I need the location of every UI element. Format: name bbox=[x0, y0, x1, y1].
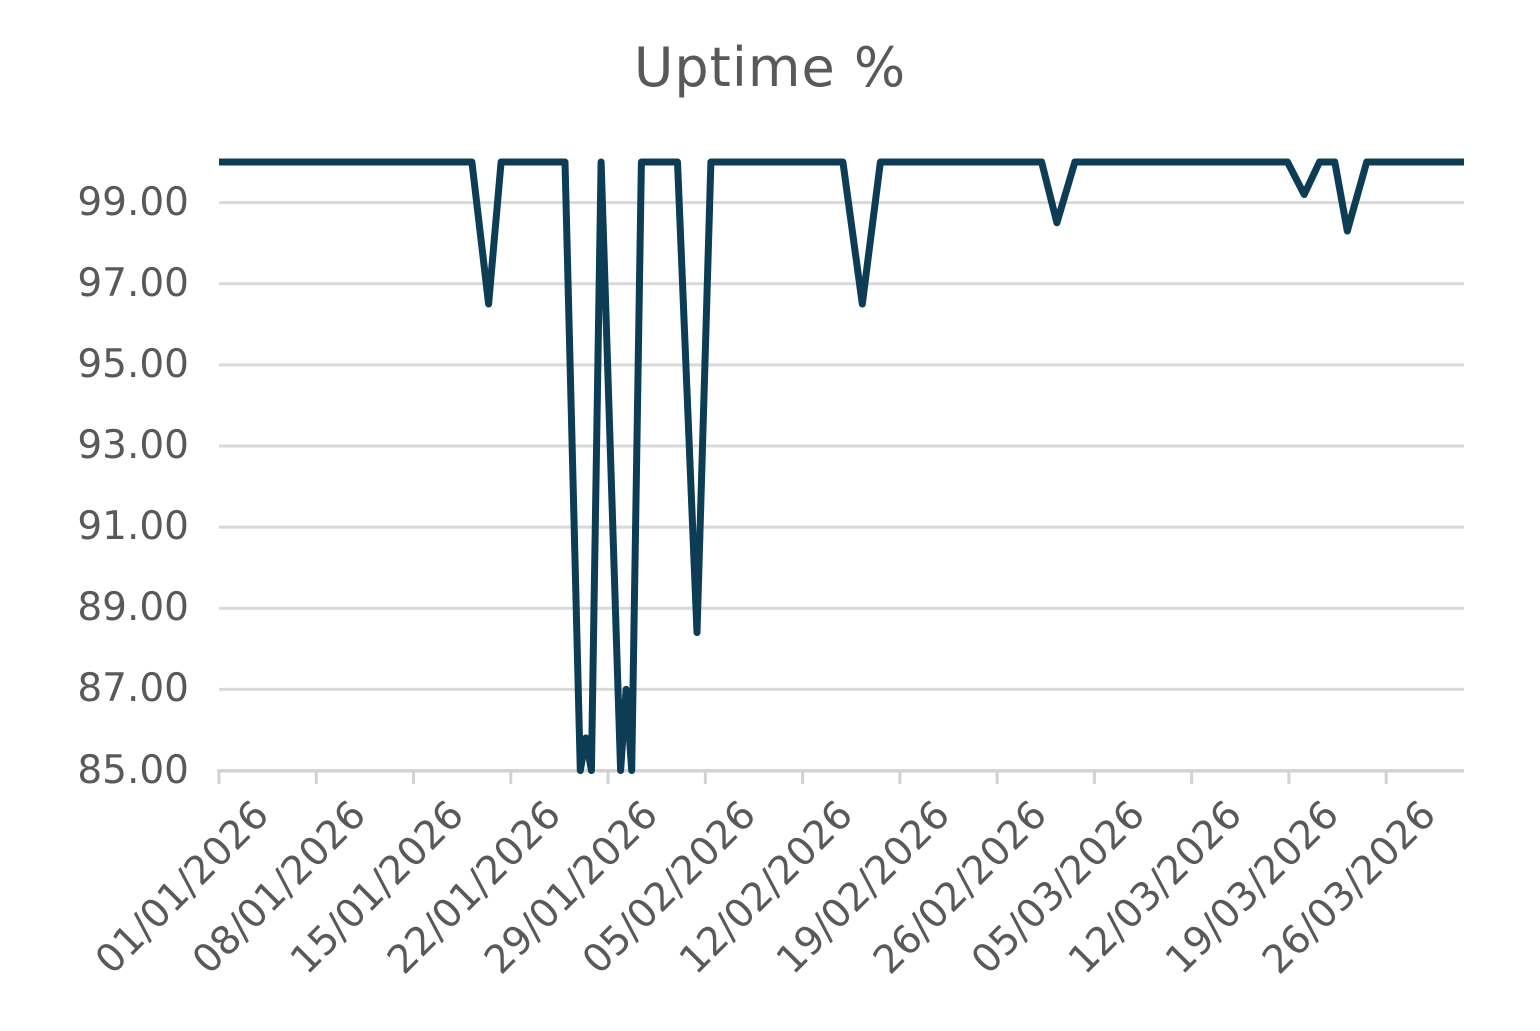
y-axis-label: 93.00 bbox=[77, 422, 189, 468]
y-axis-label: 91.00 bbox=[77, 504, 189, 550]
y-axis-label: 85.00 bbox=[77, 747, 189, 793]
y-axis-label: 97.00 bbox=[77, 260, 189, 306]
y-axis-label: 99.00 bbox=[77, 179, 189, 225]
y-axis-label: 95.00 bbox=[77, 341, 189, 387]
y-axis-label: 89.00 bbox=[77, 585, 189, 631]
chart-title: Uptime % bbox=[633, 36, 907, 99]
uptime-series-line bbox=[219, 158, 1464, 774]
y-axis-label: 87.00 bbox=[77, 666, 189, 712]
